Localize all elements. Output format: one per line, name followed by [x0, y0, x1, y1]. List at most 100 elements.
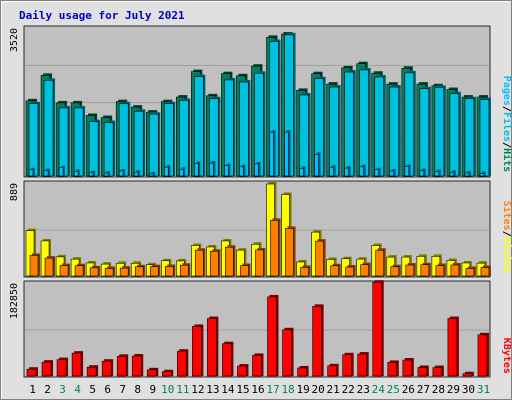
bar-kbytes-4 [71, 351, 84, 377]
bar-kbytes-face [222, 343, 232, 377]
bar-kbytes-6 [101, 359, 114, 377]
bar-pages-face [479, 173, 485, 177]
bar-files-7 [118, 101, 131, 177]
legend-separator: / [501, 106, 512, 112]
bar-pages-face [239, 166, 244, 177]
day-label-28: 28 [432, 383, 445, 396]
bar-kbytes-27 [417, 365, 429, 377]
bar-pages-12 [194, 161, 201, 177]
bar-pages-face [88, 172, 94, 177]
bar-sites-12 [195, 248, 206, 277]
bar-sites-face [405, 264, 415, 277]
bar-kbytes-face [387, 362, 398, 377]
bar-pages-face [163, 166, 169, 177]
bar-pages-9 [148, 171, 156, 177]
bar-files-25 [389, 85, 401, 177]
bar-pages-10 [163, 165, 171, 177]
bar-sites-18 [285, 226, 296, 277]
bar-kbytes-face [372, 281, 383, 377]
day-label-11: 11 [176, 383, 189, 396]
bar-pages-25 [389, 168, 396, 177]
bar-pages-face [389, 170, 395, 177]
day-label-2: 2 [44, 383, 51, 396]
bar-kbytes-face [131, 355, 142, 377]
panel-middle-max-label: 889 [9, 183, 20, 201]
bar-sites-face [345, 266, 354, 277]
day-label-27: 27 [417, 383, 430, 396]
bar-kbytes-face [312, 306, 322, 377]
bar-pages-3 [58, 165, 66, 177]
bar-sites-10 [164, 264, 176, 277]
bar-kbytes-face [327, 365, 337, 377]
bar-sites-29 [450, 263, 461, 277]
bar-kbytes-face [477, 334, 488, 377]
legend-separator: / [501, 142, 512, 148]
bar-kbytes-15 [237, 364, 249, 377]
day-label-20: 20 [312, 383, 325, 396]
day-label-13: 13 [206, 383, 219, 396]
bar-kbytes-face [101, 360, 112, 377]
bar-sites-8 [134, 264, 146, 277]
bar-pages-22 [344, 166, 351, 177]
bar-kbytes-face [56, 359, 67, 377]
bar-sites-21 [330, 263, 341, 277]
bar-files-11 [179, 98, 191, 177]
bar-kbytes-16 [252, 353, 264, 377]
legend-kbytes: KBytes [501, 338, 512, 374]
bar-pages-15 [239, 164, 246, 177]
bar-sites-face [270, 220, 279, 277]
day-label-24: 24 [372, 383, 386, 396]
bar-kbytes-face [417, 367, 428, 377]
bar-files-16 [254, 71, 266, 177]
bar-files-22 [344, 70, 356, 177]
chart-title: Daily usage for July 2021 [19, 9, 185, 22]
bar-kbytes-29 [447, 316, 459, 377]
bar-files-10 [163, 101, 176, 177]
bar-files-21 [329, 85, 341, 177]
bar-kbytes-face [357, 353, 368, 377]
panel-bottom-legend: KBytes [501, 338, 512, 374]
day-axis-labels: 1 2 3 4 5 6 7 8 9 10 11 12 13 14 15 16 17 18 19 20 21 22 23 24 2… [29, 383, 490, 396]
bar-kbytes-23 [357, 352, 369, 377]
bar-sites-14 [225, 245, 236, 277]
bar-kbytes-17 [267, 294, 279, 377]
bar-pages-face [103, 172, 109, 177]
bar-pages-face [314, 153, 319, 177]
day-label-5: 5 [89, 383, 96, 396]
day-label-30: 30 [462, 383, 475, 396]
bar-files-face [464, 98, 475, 177]
bar-pages-31 [479, 171, 486, 177]
bar-pages-face [449, 171, 455, 177]
bar-pages-face [118, 170, 124, 177]
bar-kbytes-9 [146, 367, 159, 377]
bar-files-29 [449, 91, 461, 177]
bar-pages-face [28, 169, 34, 177]
panel-top-legend: Pages/Files/Hits [501, 76, 512, 172]
bar-kbytes-face [462, 373, 473, 377]
bar-sites-face [89, 267, 99, 277]
bar-files-30 [464, 96, 476, 177]
bar-pages-21 [329, 165, 336, 177]
bar-pages-27 [419, 168, 426, 177]
day-label-17: 17 [266, 383, 279, 396]
bar-pages-17 [269, 130, 276, 177]
bar-pages-face [464, 172, 470, 177]
bar-pages-face [374, 169, 380, 177]
bar-pages-23 [359, 164, 366, 177]
bar-pages-6 [103, 171, 111, 177]
bar-kbytes-25 [387, 360, 399, 377]
panel-middle-legend: Sites/Visits [501, 201, 512, 273]
bar-sites-15 [240, 263, 251, 277]
bar-kbytes-face [447, 318, 458, 377]
bar-pages-13 [209, 161, 216, 177]
bar-sites-24 [375, 248, 386, 277]
bar-files-15 [239, 80, 251, 177]
bar-files-face [254, 72, 264, 177]
bar-files-face [419, 88, 430, 177]
day-label-6: 6 [104, 383, 111, 396]
bar-pages-face [209, 162, 214, 177]
bar-sites-17 [270, 218, 281, 277]
bar-files-face [224, 79, 234, 177]
bar-kbytes-31 [477, 332, 489, 377]
